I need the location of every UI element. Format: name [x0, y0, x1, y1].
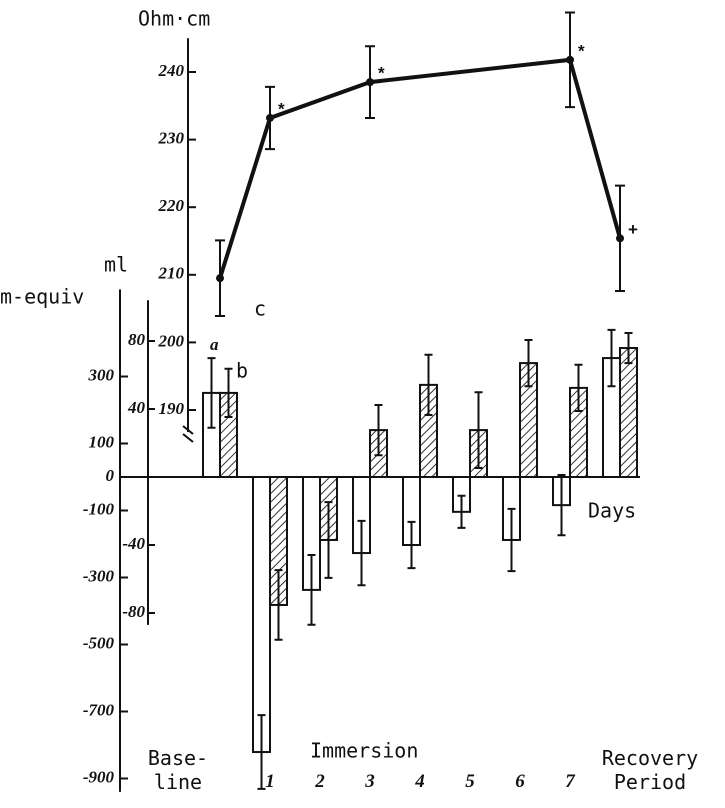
y-tick-label: -500	[83, 633, 115, 652]
y2-tick-label: 240	[158, 61, 185, 80]
point	[566, 55, 574, 64]
error-bar	[457, 494, 466, 529]
x-tick-label: 5	[465, 771, 475, 792]
bar	[252, 476, 271, 754]
legend-label: a	[210, 335, 219, 354]
error-bar	[207, 357, 216, 429]
y-tick-label: 300	[88, 365, 115, 384]
error-bar	[357, 519, 366, 587]
error-bar	[307, 554, 316, 626]
x-tick-label: 1	[265, 771, 275, 792]
y-tick-label: 100	[89, 432, 115, 451]
axis-break	[182, 433, 194, 443]
point-marker: *	[378, 64, 385, 83]
y2-tick-label: 190	[159, 399, 185, 418]
x-tick-label: 4	[415, 771, 425, 792]
x-tick-label: 3	[365, 771, 375, 792]
error-bar	[324, 501, 333, 579]
x-tick-label: 6	[515, 771, 525, 792]
y-tick-label: -700	[83, 700, 115, 719]
error-bar	[624, 331, 633, 365]
x-tick-label: Base- line	[147, 746, 209, 794]
error-bar	[607, 328, 616, 388]
legend-label: c	[254, 297, 266, 321]
legend-label: b	[236, 359, 248, 383]
x-axis-label: Days	[588, 499, 636, 523]
y-tick-label: -100	[83, 499, 115, 518]
y-tick-label: -900	[83, 767, 115, 786]
bar	[619, 347, 638, 478]
error-bar	[407, 520, 416, 570]
point	[616, 234, 624, 243]
axis-break	[182, 425, 194, 435]
error-bar	[524, 338, 533, 388]
point	[266, 113, 274, 122]
y3-tick-label: 40	[127, 398, 146, 417]
error-bar	[374, 403, 383, 457]
y3-tick-label: 80	[128, 330, 146, 349]
point-marker: *	[278, 99, 285, 118]
y3-axis-label: m-equiv	[0, 285, 84, 309]
error-bar	[557, 473, 566, 537]
line	[218, 57, 622, 279]
point	[366, 78, 374, 87]
group-label: Immersion	[310, 739, 418, 763]
error-bar	[507, 507, 516, 573]
y2-tick-label: 210	[158, 264, 185, 283]
point-marker: +	[628, 220, 638, 239]
y2-tick-label: 230	[158, 129, 185, 148]
error-bar	[424, 353, 433, 417]
error-bar	[257, 714, 266, 790]
y3-tick-label: -40	[122, 534, 145, 553]
y-tick-label: -300	[83, 566, 115, 585]
point-marker: *	[578, 41, 585, 60]
x-tick-label: 2	[315, 771, 325, 792]
y3-tick-label: -80	[122, 602, 145, 621]
error-bar	[474, 391, 483, 469]
y-axis-label: ml	[104, 253, 128, 277]
y2-tick-label: 220	[158, 196, 185, 215]
x-tick-label: Recovery Period	[601, 746, 699, 794]
x-tick-label: 7	[565, 771, 575, 792]
y2-axis-label: Ohm·cm	[138, 7, 210, 31]
error-bar	[574, 363, 583, 413]
error-bar	[274, 569, 283, 641]
y-tick-label: 0	[106, 466, 115, 485]
error-bar	[224, 367, 233, 419]
point	[216, 274, 224, 283]
y2-tick-label: 200	[158, 331, 185, 350]
